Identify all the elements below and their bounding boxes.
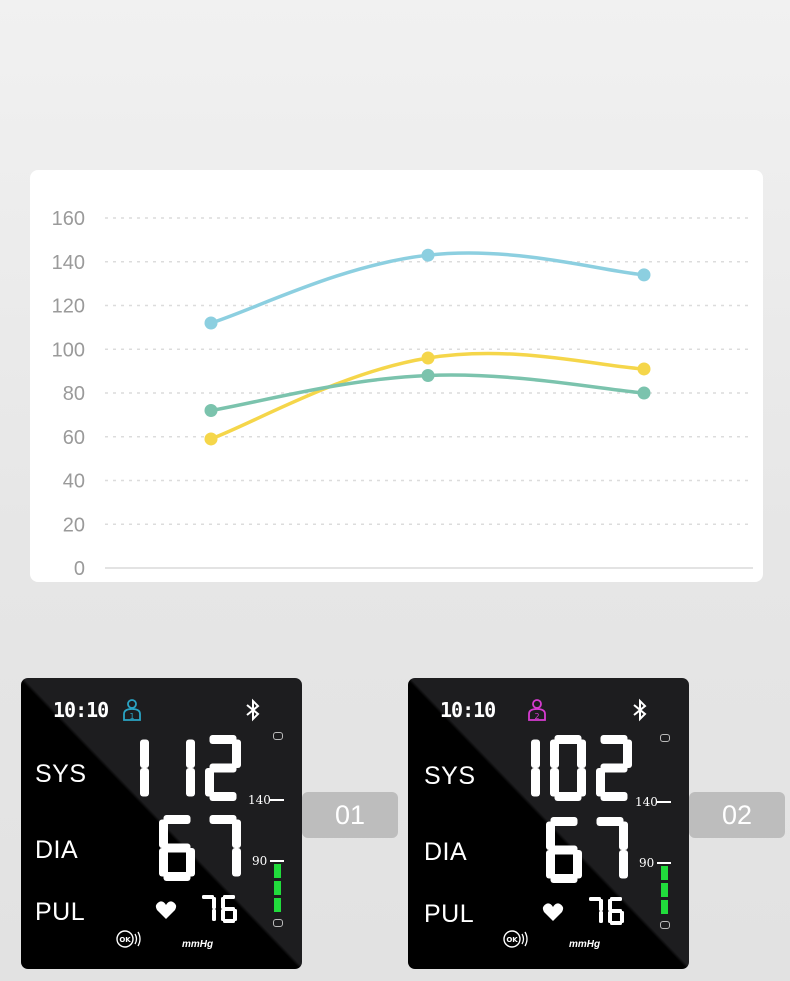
scale-top-cap bbox=[660, 734, 670, 742]
digit-1 bbox=[202, 895, 216, 921]
bluetooth-icon bbox=[246, 698, 260, 722]
y-tick-label-140: 140 bbox=[52, 252, 85, 274]
dia-value: 67 bbox=[159, 815, 241, 881]
series-3-point-3 bbox=[637, 386, 651, 400]
digit-1 bbox=[140, 739, 149, 797]
series-2-point-1 bbox=[204, 432, 218, 446]
y-tick-label-160: 160 bbox=[52, 208, 85, 230]
series-3-point-2 bbox=[421, 369, 435, 382]
series-2-point-3 bbox=[637, 362, 651, 376]
level-bar-seg-3 bbox=[661, 900, 668, 914]
chart-card: 160 140 120 100 80 60 40 20 0 bbox=[30, 170, 763, 582]
digit-1 bbox=[531, 739, 540, 797]
y-tick-label-100: 100 bbox=[52, 339, 85, 361]
heart-icon bbox=[155, 901, 177, 919]
ok-icon: OK bbox=[116, 930, 141, 948]
dia-label: DIA bbox=[35, 836, 79, 864]
series-1-point-3 bbox=[637, 268, 651, 282]
y-tick-label-0: 0 bbox=[74, 558, 85, 580]
unit-label: mmHg bbox=[182, 939, 214, 950]
level-bar-seg-3 bbox=[274, 898, 281, 912]
digit-1 bbox=[589, 897, 603, 923]
scale-high-label: 140 bbox=[635, 795, 658, 809]
dia-label: DIA bbox=[424, 838, 468, 866]
digit-2 bbox=[596, 817, 628, 879]
svg-text:2: 2 bbox=[534, 712, 539, 721]
digit-3 bbox=[596, 735, 632, 801]
y-tick-label-60: 60 bbox=[63, 427, 85, 449]
svg-text:OK: OK bbox=[119, 936, 131, 944]
svg-text:OK: OK bbox=[506, 936, 518, 944]
digit-1 bbox=[546, 817, 582, 883]
scale-low-label: 90 bbox=[252, 854, 268, 868]
record-tag-02: 02 bbox=[689, 792, 785, 838]
user-icon: 2 bbox=[528, 699, 546, 721]
record-tag-01: 01 bbox=[302, 792, 398, 838]
sys-value: 112 bbox=[140, 735, 241, 801]
series-1-point-1 bbox=[204, 316, 218, 330]
y-tick-label-80: 80 bbox=[63, 383, 85, 405]
level-bar-seg-2 bbox=[661, 883, 668, 897]
device-screen-1: 10:10 1 SYS DIA PUL 112 67 76 OK mmHg 14… bbox=[21, 678, 302, 969]
clock-time: 10:10 bbox=[53, 698, 109, 722]
bluetooth-icon bbox=[633, 698, 647, 722]
pul-value: 76 bbox=[202, 895, 237, 923]
digit-3 bbox=[205, 735, 241, 801]
dia-value: 67 bbox=[546, 817, 628, 883]
level-bar-seg-1 bbox=[661, 866, 668, 880]
pul-label: PUL bbox=[424, 900, 475, 928]
scale-high-mark bbox=[270, 799, 284, 801]
y-tick-label-120: 120 bbox=[52, 296, 85, 318]
sys-label: SYS bbox=[424, 762, 476, 790]
series-line-1 bbox=[209, 251, 646, 325]
scale-high-label: 140 bbox=[248, 793, 271, 807]
series-3-point-1 bbox=[204, 404, 218, 417]
series-1-point-2 bbox=[421, 248, 435, 262]
y-tick-label-40: 40 bbox=[63, 471, 85, 493]
unit-label: mmHg bbox=[569, 939, 601, 950]
device-screen-2: 10:10 2 SYS DIA PUL 102 67 76 OK mmHg 14… bbox=[408, 678, 689, 969]
svg-text:1: 1 bbox=[129, 712, 134, 721]
scale-bottom-cap bbox=[273, 919, 283, 927]
sys-label: SYS bbox=[35, 760, 87, 788]
scale-low-mark bbox=[657, 862, 671, 864]
sys-value: 102 bbox=[531, 735, 632, 801]
pul-value: 76 bbox=[589, 897, 624, 925]
y-tick-label-20: 20 bbox=[63, 514, 85, 536]
series-2-point-2 bbox=[421, 351, 435, 365]
clock-time: 10:10 bbox=[440, 698, 496, 722]
digit-2 bbox=[550, 735, 586, 801]
digit-1 bbox=[159, 815, 195, 881]
scale-low-label: 90 bbox=[639, 856, 655, 870]
scale-high-mark bbox=[657, 801, 671, 803]
user-icon: 1 bbox=[123, 699, 141, 721]
digit-2 bbox=[186, 739, 195, 797]
digit-2 bbox=[221, 895, 237, 923]
scale-bottom-cap bbox=[660, 921, 670, 929]
scale-low-mark bbox=[270, 860, 284, 862]
line-chart: 160 140 120 100 80 60 40 20 0 bbox=[52, 208, 753, 580]
level-bar-seg-2 bbox=[274, 881, 281, 895]
pul-label: PUL bbox=[35, 898, 86, 926]
level-bar-seg-1 bbox=[274, 864, 281, 878]
heart-icon bbox=[542, 903, 564, 921]
digit-2 bbox=[608, 897, 624, 925]
ok-icon: OK bbox=[503, 930, 528, 948]
scale-top-cap bbox=[273, 732, 283, 740]
digit-2 bbox=[209, 815, 241, 877]
